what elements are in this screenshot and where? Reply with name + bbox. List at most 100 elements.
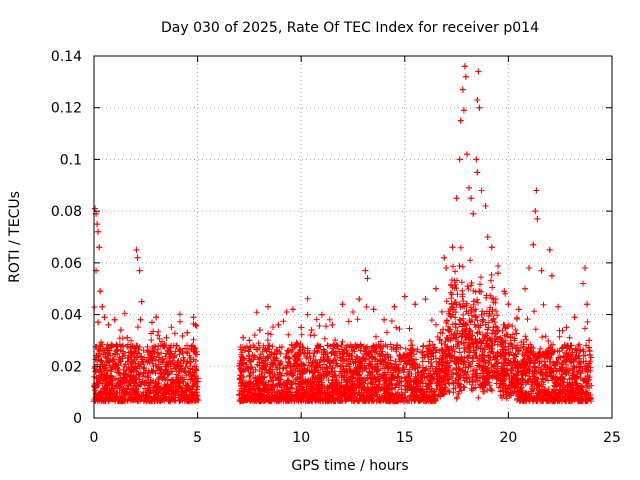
data-point xyxy=(101,314,108,321)
data-point xyxy=(94,221,101,228)
data-point xyxy=(459,86,466,93)
data-point xyxy=(350,309,356,315)
data-point xyxy=(457,117,464,124)
data-point xyxy=(482,203,489,209)
data-point xyxy=(298,324,305,331)
data-point xyxy=(391,303,398,310)
data-point xyxy=(534,215,541,222)
data-point xyxy=(153,314,160,321)
data-point xyxy=(136,267,143,274)
data-point xyxy=(533,187,540,194)
x-tick-label: 15 xyxy=(396,430,414,446)
data-point xyxy=(488,244,495,251)
data-point xyxy=(339,301,346,308)
data-point xyxy=(137,316,144,323)
data-point xyxy=(501,288,508,295)
data-point xyxy=(466,184,472,191)
axis-ticks xyxy=(93,55,613,419)
data-point xyxy=(412,301,419,308)
data-point xyxy=(475,68,482,75)
data-point xyxy=(265,303,271,310)
data-point xyxy=(308,327,315,334)
grid-lines xyxy=(94,56,612,418)
chart-title: Day 030 of 2025, Rate Of TEC Index for r… xyxy=(161,20,539,36)
data-point xyxy=(580,280,586,287)
y-axis-label: ROTI / TECUs xyxy=(7,191,23,283)
x-tick-label: 10 xyxy=(292,430,310,446)
y-tick-label: 0 xyxy=(73,411,82,427)
data-point xyxy=(364,275,371,282)
plot-frame xyxy=(93,55,613,419)
y-tick-label: 0.08 xyxy=(51,204,82,220)
data-point xyxy=(515,306,522,313)
x-axis-label: GPS time / hours xyxy=(291,458,408,474)
data-point xyxy=(478,187,485,194)
data-point xyxy=(356,296,363,303)
data-point xyxy=(329,321,336,328)
data-point xyxy=(548,272,555,279)
data-points xyxy=(91,63,595,405)
data-point xyxy=(505,301,512,308)
data-point xyxy=(526,265,533,271)
data-point xyxy=(318,311,325,318)
y-tick-label: 0.12 xyxy=(51,101,82,117)
data-point xyxy=(464,151,470,158)
data-point xyxy=(563,324,570,331)
data-point xyxy=(134,254,141,261)
data-point xyxy=(133,246,140,253)
data-point xyxy=(571,314,578,321)
data-point xyxy=(117,327,124,334)
data-point xyxy=(370,306,377,313)
x-tick-label: 25 xyxy=(603,430,621,446)
data-point xyxy=(95,228,102,235)
data-point xyxy=(432,285,439,292)
data-point xyxy=(453,195,460,202)
data-point xyxy=(584,301,591,308)
data-point xyxy=(275,321,282,328)
y-tick-labels: 0 0.02 0.04 0.06 0.08 0.1 0.12 0.14 xyxy=(51,49,82,427)
data-point xyxy=(96,244,103,251)
data-point xyxy=(470,210,477,217)
data-point xyxy=(443,265,450,271)
y-tick-label: 0.14 xyxy=(51,49,82,65)
data-point xyxy=(184,329,191,336)
data-point xyxy=(92,205,98,212)
data-point xyxy=(190,314,197,321)
data-point xyxy=(246,337,253,344)
data-point xyxy=(138,298,145,305)
data-point xyxy=(99,303,106,310)
data-point xyxy=(484,234,491,240)
data-point xyxy=(582,265,589,271)
data-point xyxy=(546,246,553,253)
data-point xyxy=(256,327,263,334)
data-point xyxy=(240,334,247,341)
data-point xyxy=(460,107,467,114)
data-point xyxy=(381,316,388,323)
data-point xyxy=(149,319,155,326)
data-point xyxy=(362,267,369,274)
data-point xyxy=(586,337,593,344)
data-point xyxy=(422,296,429,303)
data-point xyxy=(95,319,102,326)
data-point xyxy=(163,334,170,341)
data-point-cloud xyxy=(91,63,595,405)
data-point xyxy=(97,288,104,295)
data-point xyxy=(495,270,501,277)
x-tick-label: 20 xyxy=(499,430,517,446)
data-point xyxy=(283,309,290,315)
data-point xyxy=(530,241,537,248)
data-point xyxy=(474,169,481,176)
data-point xyxy=(473,156,480,163)
data-point xyxy=(449,244,456,251)
x-tick-labels: 0 5 10 15 20 25 xyxy=(90,430,621,446)
y-tick-label: 0.04 xyxy=(51,308,82,324)
data-point xyxy=(105,321,112,328)
data-point xyxy=(532,208,539,215)
data-point xyxy=(401,293,408,300)
x-tick-label: 5 xyxy=(193,430,202,446)
y-tick-label: 0.1 xyxy=(60,152,82,168)
data-point xyxy=(468,195,475,202)
data-point xyxy=(538,267,545,274)
data-point xyxy=(522,285,528,292)
